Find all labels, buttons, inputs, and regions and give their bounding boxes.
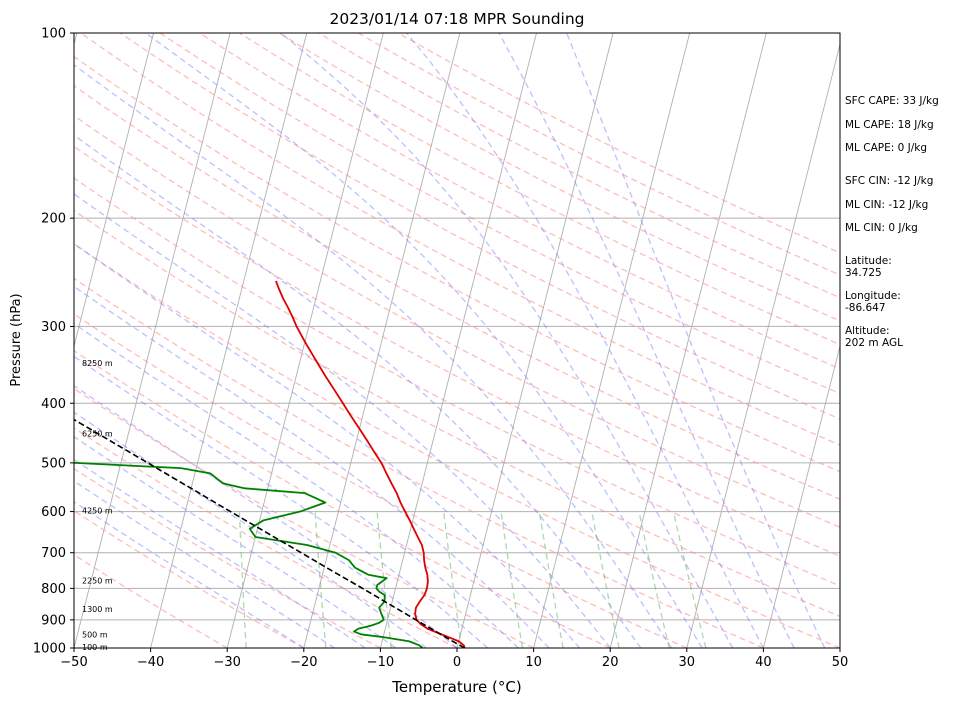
- y-tick-label: 700: [41, 546, 66, 561]
- y-tick-label: 200: [41, 212, 66, 227]
- mixing-ratio-line: [672, 511, 707, 648]
- x-tick-label: −40: [137, 655, 164, 670]
- series-line-1: [74, 461, 424, 648]
- moist-adiabat: [74, 322, 519, 648]
- isotherm: [74, 33, 154, 349]
- moist-adiabat: [74, 64, 673, 648]
- moist-adiabat: [74, 242, 581, 648]
- longitude: Longitude: -86.647: [845, 290, 901, 314]
- chart-title: 2023/01/14 07:18 MPR Sounding: [329, 10, 584, 28]
- x-tick-label: −30: [213, 655, 240, 670]
- moist-adiabat: [74, 384, 458, 648]
- y-tick-label: 1000: [33, 642, 66, 657]
- moist-adiabat: [74, 458, 366, 648]
- mixing-ratio-line: [538, 511, 564, 648]
- x-tick-label: −10: [367, 655, 394, 670]
- moist-adiabat: [74, 480, 335, 648]
- height-label: 1300 m: [82, 605, 113, 614]
- mixing-ratio-line: [443, 511, 463, 648]
- cin-ml-1: ML CIN: -12 J/kg: [845, 199, 929, 211]
- cape-ml-2: ML CAPE: 0 J/kg: [845, 142, 928, 154]
- cape-ml-1: ML CAPE: 18 J/kg: [845, 119, 934, 131]
- height-labels: 100 m 500 m 1300 m 2250 m 4250 m 6250 m 8250 m: [82, 359, 113, 652]
- dry-adiabat: [74, 349, 611, 648]
- moist-adiabat: [74, 500, 305, 648]
- isotherm: [303, 33, 461, 648]
- isotherm: [762, 344, 840, 648]
- moist-adiabat: [74, 193, 611, 648]
- x-tick-label: 40: [755, 655, 772, 670]
- dry-adiabat: [80, 33, 840, 446]
- dry-adiabat: [74, 177, 840, 587]
- dry-adiabat: [278, 33, 840, 322]
- dry-adiabat: [74, 553, 228, 648]
- dry-adiabat: [74, 427, 458, 648]
- latitude: Latitude: 34.725: [845, 255, 892, 279]
- x-tick-label: 10: [525, 655, 542, 670]
- dry-adiabat: [199, 33, 840, 370]
- isotherm: [686, 42, 840, 648]
- y-tick-label: 900: [41, 613, 66, 628]
- dry-adiabat: [318, 33, 840, 299]
- isotherm: [609, 33, 767, 648]
- mixing-ratio-line: [638, 511, 670, 648]
- height-label: 500 m: [82, 631, 108, 640]
- moist-adiabat: [74, 435, 397, 648]
- x-tick-label: 0: [453, 655, 461, 670]
- isotherm: [379, 33, 537, 648]
- background-lines: [74, 33, 840, 648]
- cin-sfc: SFC CIN: -12 J/kg: [845, 175, 934, 187]
- x-tick-label: 30: [679, 655, 696, 670]
- dry-adiabat: [74, 55, 840, 473]
- x-tick-label: −20: [290, 655, 317, 670]
- y-axis-label: Pressure (hPa): [9, 293, 24, 386]
- mixing-ratio-line: [500, 511, 524, 648]
- axes-layer: −50 −40 −30 −20 −10 0 10 20 30 40 50 100 200 300 400 50…: [33, 27, 848, 671]
- moist-adiabat: [74, 285, 550, 648]
- dry-adiabat: [159, 33, 840, 395]
- altitude: Altitude: 202 m AGL: [845, 325, 903, 349]
- height-label: 8250 m: [82, 359, 113, 368]
- x-tick-label: −50: [60, 655, 87, 670]
- moist-adiabat: [566, 33, 826, 648]
- dry-adiabat: [74, 209, 840, 618]
- dry-adiabat: [74, 313, 688, 648]
- y-tick-label: 600: [41, 505, 66, 520]
- y-tick-label: 100: [41, 27, 66, 42]
- cape-sfc: SFC CAPE: 33 J/kg: [845, 95, 939, 107]
- series-layer: [74, 280, 466, 648]
- y-tick-label: 500: [41, 456, 66, 471]
- height-label: 100 m: [82, 643, 108, 652]
- moist-adiabat: [145, 33, 703, 648]
- height-label: 4250 m: [82, 507, 113, 516]
- dry-adiabat: [74, 277, 764, 648]
- dry-adiabat: [74, 145, 840, 557]
- dry-adiabat: [74, 243, 840, 648]
- height-label: 6250 m: [82, 430, 113, 439]
- x-tick-label: 50: [832, 655, 849, 670]
- series-line-2: [74, 418, 466, 648]
- dry-adiabat: [74, 467, 381, 648]
- y-tick-label: 400: [41, 397, 66, 412]
- x-tick-label: 20: [602, 655, 619, 670]
- mixing-ratio-line: [591, 511, 620, 648]
- x-axis-label: Temperature (°C): [391, 678, 521, 696]
- height-label: 2250 m: [82, 577, 113, 586]
- moist-adiabat: [280, 33, 734, 648]
- isotherm: [74, 33, 231, 648]
- isotherm: [533, 33, 691, 648]
- y-tick-label: 300: [41, 320, 66, 335]
- cin-ml-2: ML CIN: 0 J/kg: [845, 222, 918, 234]
- y-tick-label: 800: [41, 582, 66, 597]
